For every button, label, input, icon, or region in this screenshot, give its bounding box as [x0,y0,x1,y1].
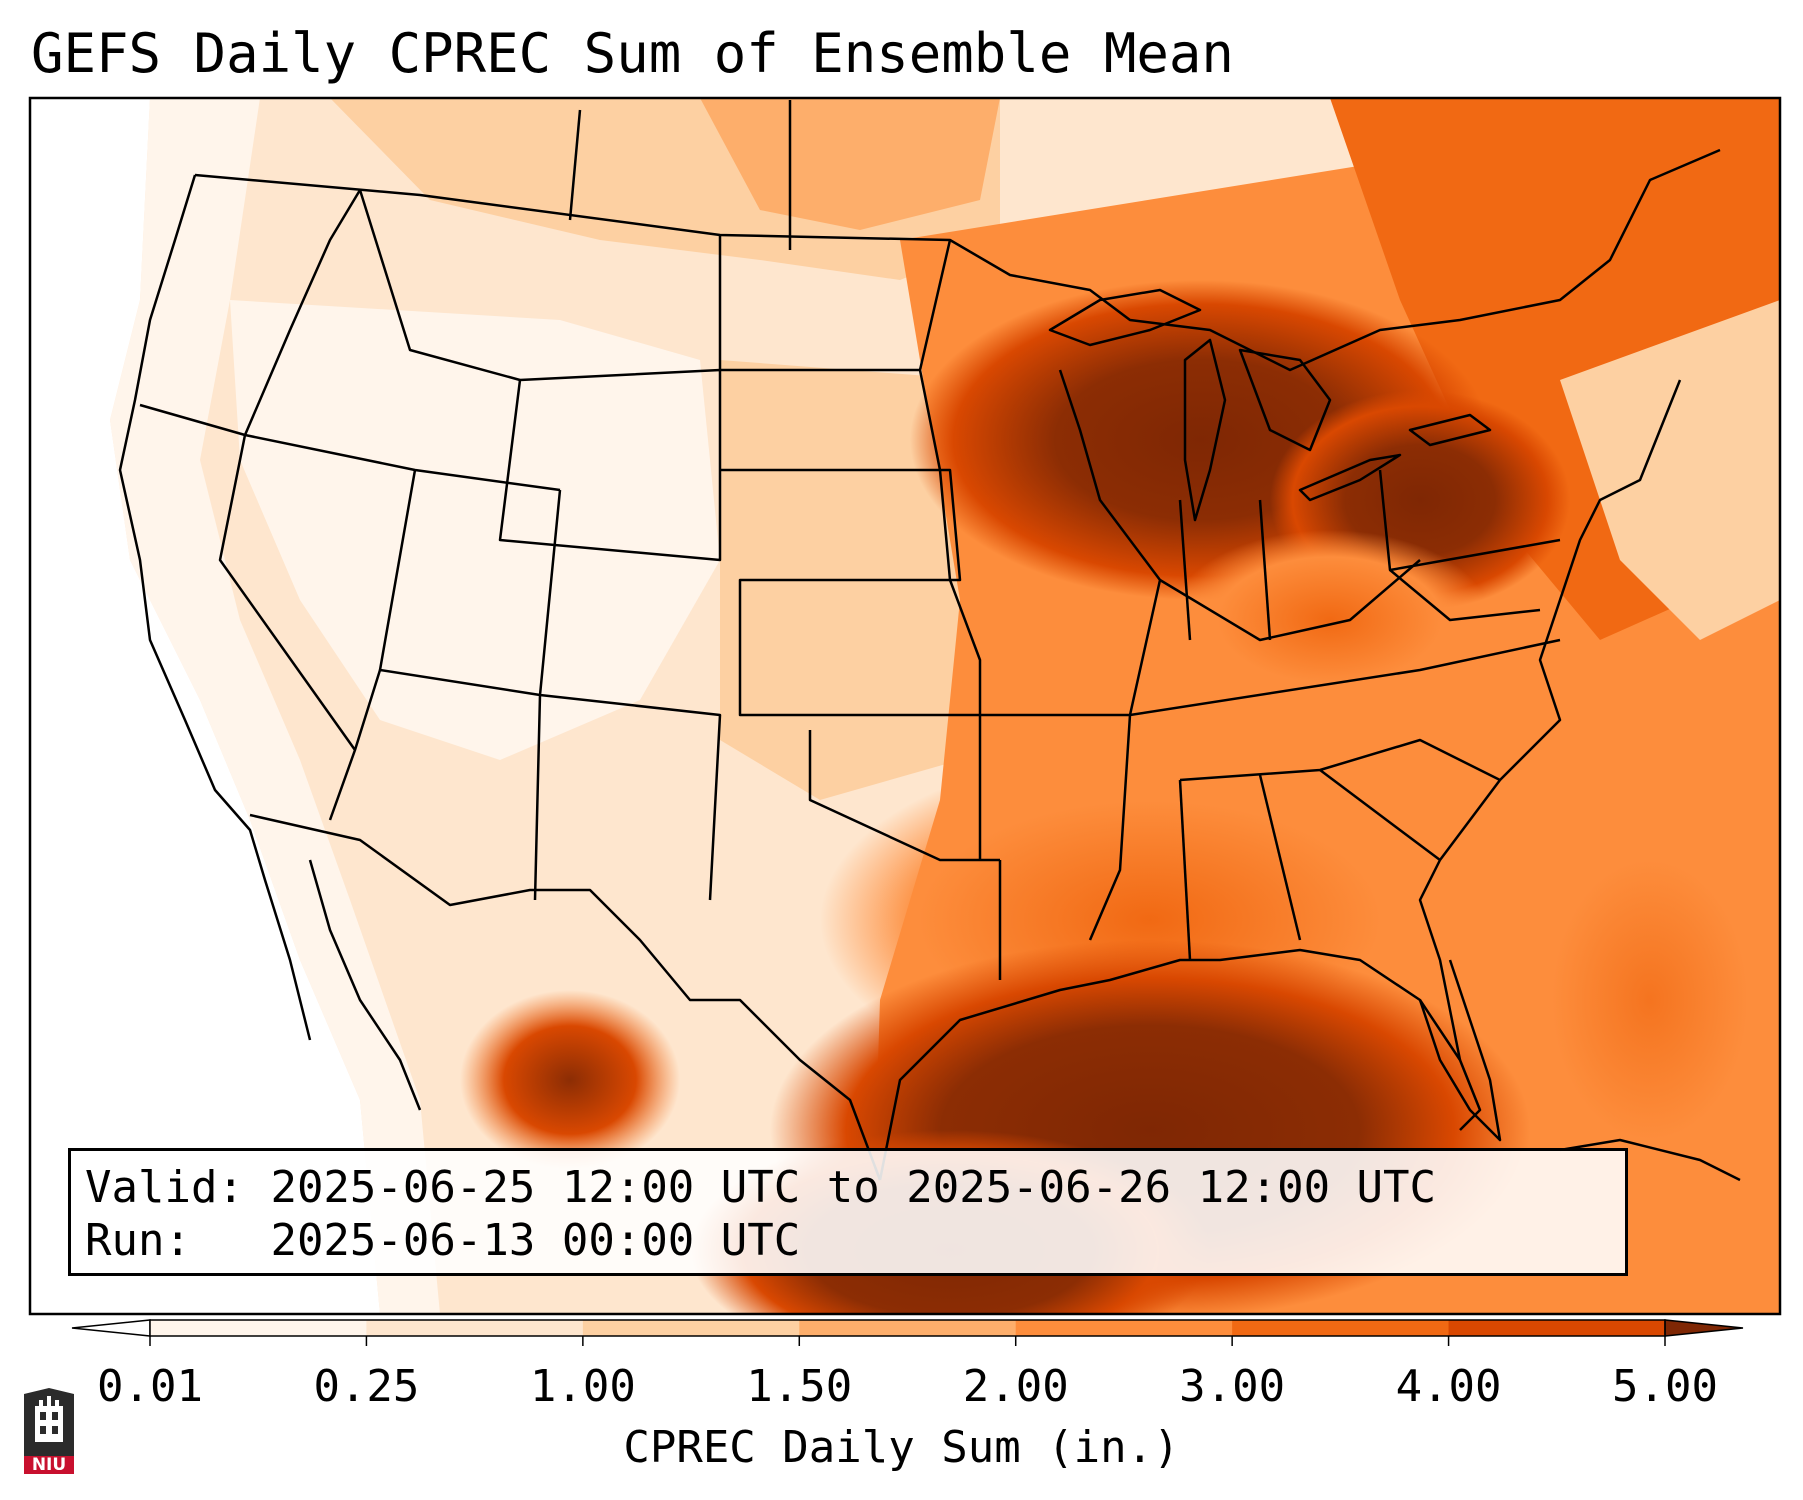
lake-ontario [1408,413,1492,447]
run-time: 2025-06-13 00:00 UTC [270,1215,801,1266]
map-outlines [118,100,1741,1182]
run-label: Run: [85,1215,191,1266]
lake-superior [1048,288,1202,347]
colorbar-tick-label: 1.50 [746,1361,853,1412]
lake-erie [1298,453,1402,502]
valid-label: Valid: [85,1162,244,1213]
valid-row: Valid: 2025-06-25 12:00 UTC to 2025-06-2… [85,1161,1611,1214]
logo-shield-icon [24,1388,74,1474]
colorbar-over-extension [1664,1319,1744,1337]
florida [1418,959,1502,1142]
colorbar-segment [799,1320,1017,1336]
logo-text: NIU [31,1455,67,1475]
info-box: Valid: 2025-06-25 12:00 UTC to 2025-06-2… [68,1148,1628,1276]
colorbar-frame [149,1319,1666,1337]
colorbar-segment [366,1320,584,1336]
colorbar-label: CPREC Daily Sum (in.) [623,1422,1180,1473]
colorbar-tick-label: 2.00 [962,1361,1069,1412]
us-mexico-border [249,813,882,1181]
west-coast [118,174,312,1041]
niu-logo: NIU [20,1386,78,1478]
cuba [1559,1138,1741,1182]
map-frame [28,96,1782,1316]
colorbar-tick-label: 0.01 [97,1361,203,1412]
map-title: GEFS Daily CPREC Sum of Ensemble Mean [31,22,1234,85]
colorbar-segment [1448,1320,1666,1336]
east-coast [1418,379,1682,1061]
colorbar [71,1319,1744,1346]
colorbar-segment [582,1320,800,1336]
colorbar-segment [1232,1320,1450,1336]
colorbar-under-extension [71,1319,151,1337]
colorbar-segment [1015,1320,1233,1336]
colorbar-segment [150,1320,367,1336]
colorbar-tick-label: 3.00 [1179,1361,1286,1412]
lake-michigan [1183,338,1227,522]
lake-huron [1238,348,1332,452]
colorbar-tick-label: 0.25 [313,1361,420,1412]
colorbar-tick-label: 5.00 [1612,1361,1718,1412]
colorbar-tick-label: 1.00 [529,1361,636,1412]
us-canada-border [194,148,1721,372]
colorbar-tick-label: 4.00 [1395,1361,1502,1412]
run-row: Run: 2025-06-13 00:00 UTC [85,1214,1611,1267]
valid-time: 2025-06-25 12:00 UTC to 2025-06-26 12:00… [270,1162,1437,1213]
baja-california [308,859,422,1111]
